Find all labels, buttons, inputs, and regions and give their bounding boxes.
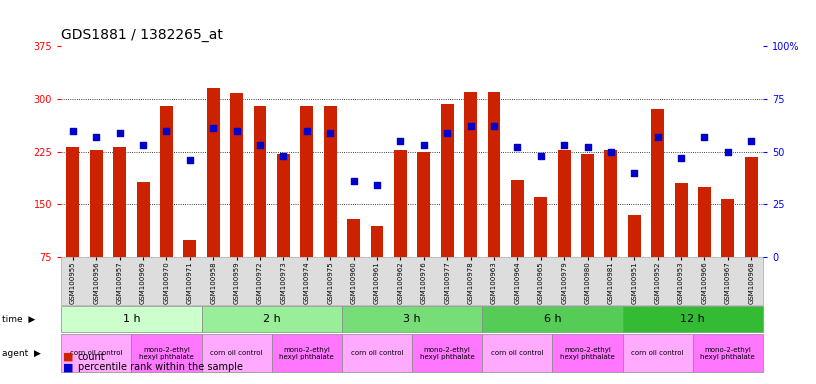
Point [206,125,220,131]
Text: corn oil control: corn oil control [70,350,122,356]
Point [628,170,641,176]
Point [745,138,758,144]
Bar [324,106,337,257]
Bar [675,183,688,257]
Text: 6 h: 6 h [543,314,561,324]
Bar [66,147,79,257]
Point [324,129,337,136]
Point [581,144,594,151]
Bar [605,149,618,257]
Point [90,134,103,140]
Point [300,127,313,134]
Bar [698,187,711,257]
Bar [487,92,500,257]
Bar [136,182,149,257]
Point [511,144,524,151]
Bar [745,157,758,257]
Point [160,127,173,134]
Point [417,142,430,148]
Bar [417,152,430,257]
Point [347,178,360,184]
Text: 1 h: 1 h [122,314,140,324]
Bar [464,92,477,257]
Text: ■: ■ [63,362,73,372]
Text: 2 h: 2 h [263,314,281,324]
Bar [90,149,103,257]
Point [230,127,243,134]
Bar [277,154,290,257]
Text: percentile rank within the sample: percentile rank within the sample [78,362,242,372]
Bar [160,106,173,257]
Bar [581,154,594,257]
Text: mono-2-ethyl
hexyl phthalate: mono-2-ethyl hexyl phthalate [279,347,335,360]
Point [675,155,688,161]
Bar [651,109,664,257]
Text: corn oil control: corn oil control [632,350,684,356]
Point [651,134,664,140]
Bar [184,240,197,257]
Point [254,142,267,148]
Bar [254,106,267,257]
Text: agent  ▶: agent ▶ [2,349,41,358]
Point [370,182,384,189]
Point [721,149,734,155]
Bar [300,106,313,257]
Point [113,129,126,136]
Text: GDS1881 / 1382265_at: GDS1881 / 1382265_at [61,28,223,42]
Text: 12 h: 12 h [681,314,705,324]
Bar [206,88,220,257]
Point [534,153,548,159]
Bar [394,149,407,257]
Text: ■: ■ [63,352,73,362]
Text: mono-2-ethyl
hexyl phthalate: mono-2-ethyl hexyl phthalate [700,347,756,360]
Bar [370,226,384,257]
Text: mono-2-ethyl
hexyl phthalate: mono-2-ethyl hexyl phthalate [560,347,615,360]
Text: corn oil control: corn oil control [491,350,543,356]
Point [464,123,477,129]
Point [184,157,197,163]
Bar [628,215,641,257]
Bar [441,104,454,257]
Text: count: count [78,352,105,362]
Bar [534,197,548,257]
Point [136,142,149,148]
Point [605,149,618,155]
Bar [557,149,570,257]
Bar [721,199,734,257]
Point [441,129,454,136]
Point [487,123,500,129]
Text: corn oil control: corn oil control [211,350,263,356]
Point [557,142,570,148]
Text: 3 h: 3 h [403,314,421,324]
Bar [511,180,524,257]
Text: corn oil control: corn oil control [351,350,403,356]
Point [66,127,79,134]
Point [394,138,407,144]
Bar [230,93,243,257]
Point [277,153,290,159]
Bar [347,218,360,257]
Text: mono-2-ethyl
hexyl phthalate: mono-2-ethyl hexyl phthalate [419,347,475,360]
Text: mono-2-ethyl
hexyl phthalate: mono-2-ethyl hexyl phthalate [139,347,194,360]
Point [698,134,711,140]
Text: time  ▶: time ▶ [2,314,35,324]
Bar [113,147,126,257]
